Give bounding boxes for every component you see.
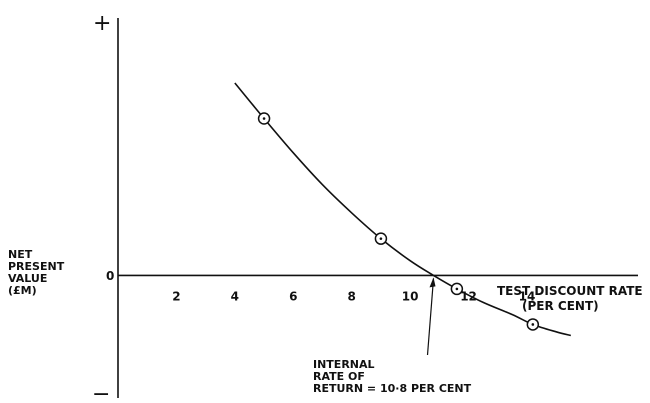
data-point xyxy=(450,282,464,296)
x-axis-label-line-2: (PER CENT) xyxy=(522,299,599,313)
x-axis-label-line-1: TEST DISCOUNT RATE xyxy=(497,284,643,298)
irr-annotation-line-2: RATE OF xyxy=(313,370,365,383)
x-tick-label: 2 xyxy=(172,289,180,303)
data-point xyxy=(374,232,388,245)
y-axis-minus-sign: − xyxy=(92,382,110,403)
y-axis-label-line-3: VALUE xyxy=(8,272,47,285)
y-zero-label: 0 xyxy=(106,269,114,283)
y-axis-plus-sign: + xyxy=(93,11,111,36)
y-axis-label-line-1: NET xyxy=(8,248,33,261)
x-tick-label: 4 xyxy=(231,289,239,303)
data-point xyxy=(526,318,540,331)
irr-annotation: INTERNAL RATE OF RETURN = 10·8 PER CENT xyxy=(313,277,472,395)
irr-arrowhead xyxy=(429,277,436,288)
irr-annotation-line-1: INTERNAL xyxy=(313,358,375,371)
x-tick-label: 14 xyxy=(519,289,536,303)
data-points xyxy=(257,112,540,331)
x-tick-label: 8 xyxy=(348,289,356,303)
irr-arrow xyxy=(426,278,435,356)
axes xyxy=(117,18,638,398)
x-tick-label: 10 xyxy=(402,289,419,303)
irr-annotation-line-3: RETURN = 10·8 PER CENT xyxy=(313,382,472,395)
y-axis-label-line-2: PRESENT xyxy=(8,260,65,273)
data-point xyxy=(257,112,271,125)
y-axis-label-line-4: (£M) xyxy=(8,284,37,297)
x-tick-label: 6 xyxy=(289,289,297,303)
